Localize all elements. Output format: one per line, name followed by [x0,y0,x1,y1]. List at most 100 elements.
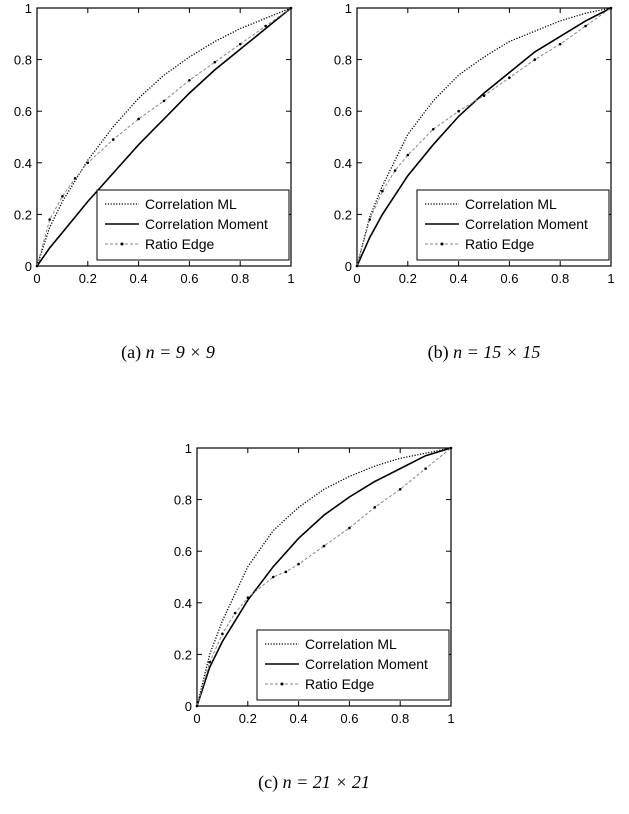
chart-b-xtick-label: 1 [607,271,614,286]
chart-a-xtick-label: 0.6 [180,271,198,286]
chart-panel-a: 0 0.2 0.4 0.6 0.8 1 0 0.2 0.4 0.6 0.8 1 Correlation … [0,0,310,380]
chart-a-series-point-2 [188,78,191,82]
chart-b-series-point-2 [609,6,613,10]
chart-a-ytick-label: 0.2 [14,207,32,222]
chart-a-series-point-2 [73,176,77,180]
chart-a-series-line-0 [36,7,292,267]
chart-b-series-point-2 [406,153,410,157]
chart-a-legend-label-0: Correlation ML [145,196,237,212]
chart-b-series-line-1 [356,7,612,267]
chart-a-series-point-2 [61,195,64,198]
chart-a-series-point-2 [48,218,51,221]
chart-c-series-point-2 [398,487,402,491]
chart-a-series-line-1 [36,7,292,267]
chart-b-xtick-label: 0.2 [399,271,417,286]
chart-a-xtick-label: 1 [287,271,294,286]
chart-c-series-point-2 [297,562,300,566]
chart-a-legend-label-1: Correlation Moment [145,216,268,232]
caption-a: (a) n = 9 × 9 [38,342,298,363]
chart-b-ytick-label: 0.8 [334,53,352,68]
chart-a-ytick-label: 0.6 [14,104,32,119]
chart-b-series-line-0 [356,7,612,267]
chart-c-series-point-2 [271,575,275,579]
chart-a-ytick-label: 0.8 [14,53,32,68]
chart-b-legend-label-2: Ratio Edge [465,236,534,252]
caption-c-math: n = 21 × 21 [282,772,370,792]
chart-c-series-point-2 [246,596,250,599]
chart-c-xtick-label: 0.8 [391,711,409,726]
chart-b-xtick-label: 0 [353,271,360,286]
chart-b-ytick-label: 0.4 [334,156,352,171]
chart-c-series-point-2 [449,446,453,450]
chart-c-series-point-2 [348,526,351,530]
chart-a-legend [96,189,290,261]
chart-b-series-point-2 [508,76,511,79]
chart-b-series-point-2 [393,169,397,172]
caption-b: (b) n = 15 × 15 [354,342,614,363]
chart-c-legend-marker-2 [280,682,284,686]
chart-a-xtick-label: 0 [33,271,40,286]
chart-c-xtick-label: 0.6 [340,711,358,726]
chart-a-xtick-label: 0.4 [130,271,148,286]
chart-b-series-point-2 [368,218,371,221]
chart-c-legend-label-2: Ratio Edge [305,676,374,692]
chart-b-legend [416,189,610,261]
chart-b-series-point-2 [533,58,537,61]
caption-a-prefix: (a) [121,342,142,362]
chart-b-xtick-label: 0.8 [551,271,569,286]
chart-c-series-point-2 [195,704,199,708]
chart-b-legend-marker-2 [440,242,444,246]
chart-b-ytick-label: 0 [345,259,352,274]
chart-c-ytick-label: 0.2 [174,647,192,662]
chart-panel-b: 0 0.2 0.4 0.6 0.8 1 0 0.2 0.4 0.6 0.8 1 Correlation … [320,0,629,380]
chart-c-legend-label-0: Correlation ML [305,636,397,652]
chart-a-series-point-2 [264,24,267,28]
chart-b-series-point-2 [584,24,587,28]
chart-b-svg: 0 0.2 0.4 0.6 0.8 1 0 0.2 0.4 0.6 0.8 1 Correlation … [334,1,615,286]
chart-c-ytick-label: 0.8 [174,493,192,508]
chart-c-series-line-2 [196,447,452,707]
chart-c-series-point-2 [322,544,326,548]
chart-c-series-line-1 [196,447,452,707]
chart-a-series-point-2 [35,264,39,268]
chart-a-series-point-2 [86,161,90,165]
chart-c-xtick-label: 0.2 [239,711,257,726]
chart-a-legend-marker-2 [120,242,124,246]
chart-a-ytick-label: 0 [25,259,32,274]
chart-b-legend-label-1: Correlation Moment [465,216,588,232]
chart-c-series-line-0 [196,447,452,707]
chart-b-series-point-2 [558,42,562,46]
chart-c-series-point-2 [424,467,427,470]
chart-b-series-point-2 [431,127,435,131]
chart-a-series-point-2 [111,138,115,141]
chart-c-series-point-2 [208,660,211,664]
chart-c-series-point-2 [221,632,224,636]
chart-a-series-point-2 [213,60,217,64]
chart-a-svg: 0 0.2 0.4 0.6 0.8 1 0 0.2 0.4 0.6 0.8 1 Correlation … [14,1,295,286]
chart-b-series-point-2 [457,109,460,113]
chart-a-ytick-label: 0.4 [14,156,32,171]
chart-c-svg: 0 0.2 0.4 0.6 0.8 1 0 0.2 0.4 0.6 0.8 1 Correlation … [174,441,455,726]
chart-a-ytick-label: 1 [25,1,32,16]
chart-b-series-point-2 [482,94,486,98]
chart-c-xtick-label: 0.4 [290,711,308,726]
chart-b-ytick-label: 1 [345,1,352,16]
chart-c-ytick-label: 0 [185,699,192,714]
chart-b-xtick-label: 0.4 [450,271,468,286]
chart-c-ytick-label: 0.4 [174,596,192,611]
caption-b-prefix: (b) [427,342,449,362]
chart-c-xtick-label: 0 [193,711,200,726]
chart-a-series-point-2 [289,6,293,10]
chart-c-xtick-label: 1 [447,711,454,726]
caption-c: (c) n = 21 × 21 [184,772,444,793]
chart-c-legend-label-1: Correlation Moment [305,656,428,672]
chart-c-series-point-2 [373,506,377,509]
chart-c-series-point-2 [284,570,288,574]
chart-b-ytick-label: 0.6 [334,104,352,119]
chart-a-xtick-label: 0.8 [231,271,249,286]
chart-a-series-point-2 [137,117,140,121]
chart-c-ytick-label: 1 [185,441,192,456]
chart-a-legend-label-2: Ratio Edge [145,236,214,252]
chart-a-xtick-label: 0.2 [79,271,97,286]
chart-c-series-point-2 [233,611,237,615]
